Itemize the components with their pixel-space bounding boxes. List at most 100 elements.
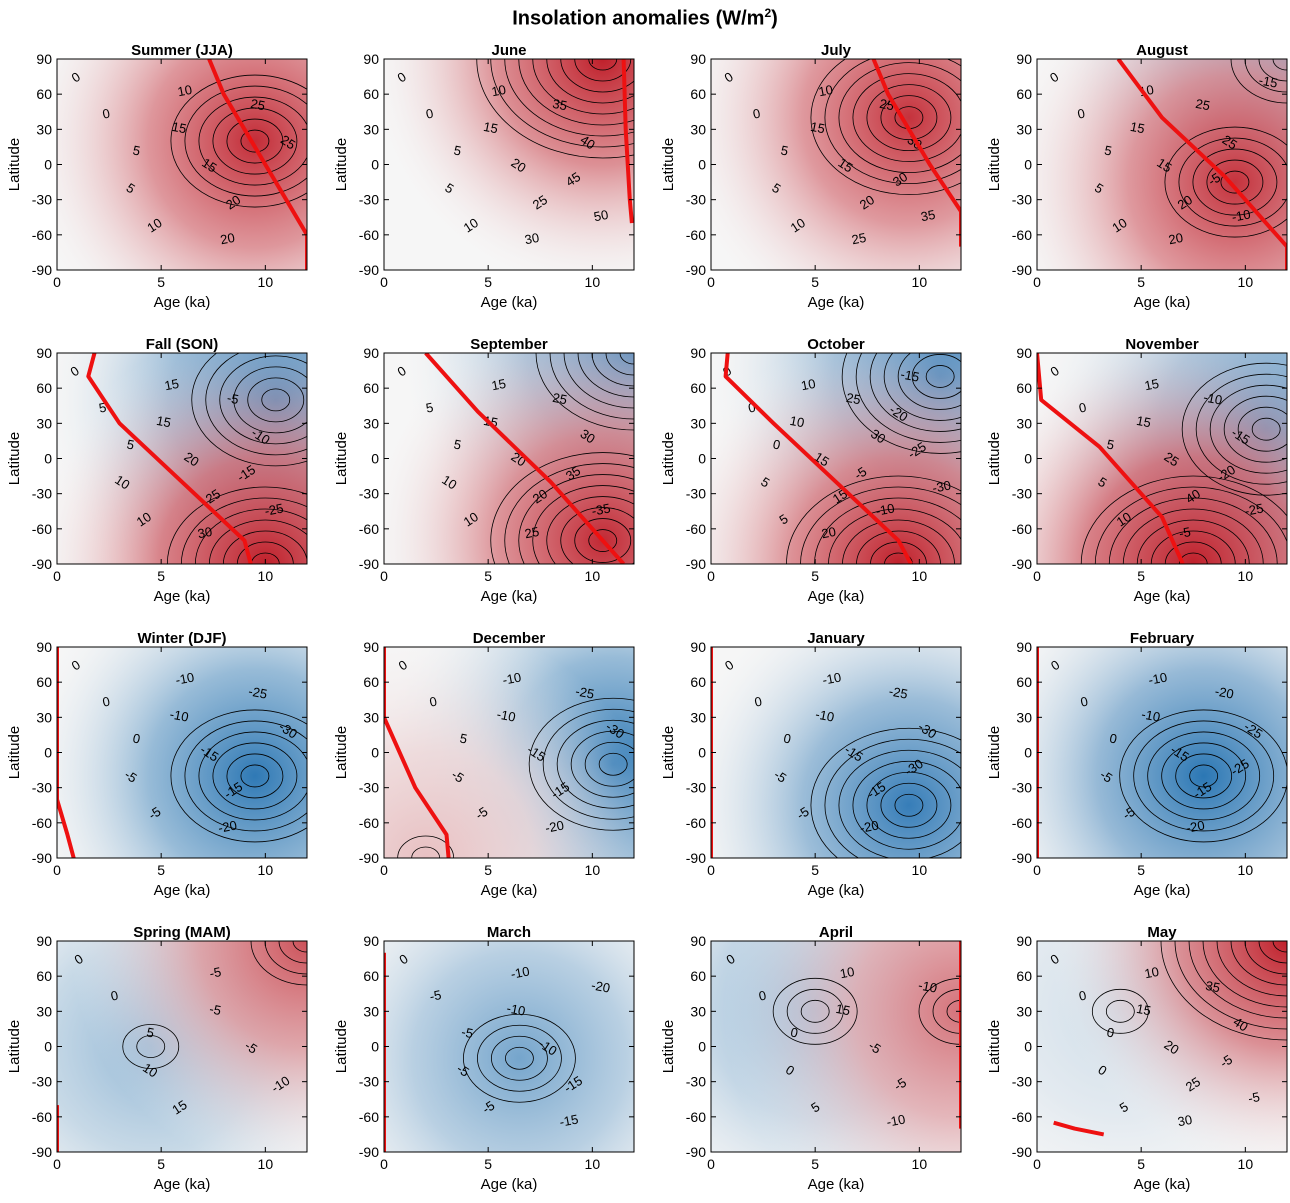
x-axis-label: Age (ka) (808, 1176, 865, 1193)
contour-label: 0 (101, 694, 111, 710)
contour-line (556, 719, 634, 809)
y-tick-label: 60 (363, 674, 379, 690)
x-tick-label: 0 (53, 274, 61, 290)
x-tick-label: 10 (912, 1156, 928, 1172)
contour-line (1094, 486, 1287, 564)
contour-line (397, 835, 455, 858)
contour-label: -5 (1178, 524, 1192, 541)
y-tick-label: 0 (1024, 745, 1032, 761)
panel-december: 005-5-5-10-10-15-15-20-25-30-90-60-30030… (333, 630, 635, 899)
maximum-locus-line (207, 59, 307, 270)
contour-line (1147, 731, 1261, 821)
x-tick-label: 0 (53, 568, 61, 584)
y-axis-label: Latitude (986, 1020, 1003, 1073)
contour-label: -30 (931, 477, 952, 495)
y-tick-label: -30 (1012, 192, 1032, 208)
contour-label: 0 (1079, 694, 1089, 710)
contour-line (1220, 170, 1250, 194)
y-tick-label: 60 (690, 674, 706, 690)
y-tick-label: -60 (32, 227, 52, 243)
y-axis-label: Latitude (986, 432, 1003, 485)
panel-title: May (1147, 924, 1177, 941)
contour-line (194, 508, 307, 564)
contour-label: -10 (1140, 706, 1161, 724)
contour-label: 0 (752, 106, 762, 122)
x-tick-label: 10 (585, 568, 601, 584)
y-tick-label: -30 (1012, 486, 1032, 502)
contour-line (918, 977, 961, 1045)
contour-line (911, 354, 961, 399)
contour-line (1181, 362, 1287, 496)
y-tick-label: -30 (1012, 780, 1032, 796)
y-tick-label: 30 (690, 121, 706, 137)
contour-line (490, 452, 634, 564)
contour-label: 10 (461, 509, 481, 529)
x-tick-label: 5 (811, 274, 819, 290)
contour-label: -5 (1247, 1089, 1261, 1106)
contour-lines (810, 727, 961, 858)
panel-title: Winter (DJF) (137, 630, 226, 647)
contour-line (532, 59, 634, 115)
y-tick-label: -60 (686, 227, 706, 243)
contour-label: 10 (1143, 964, 1160, 981)
contour-label: -15 (558, 1111, 579, 1129)
x-tick-label: 5 (157, 274, 165, 290)
y-tick-label: 30 (1016, 709, 1032, 725)
maximum-locus-line (1037, 353, 1185, 564)
x-tick-label: 0 (1033, 274, 1041, 290)
contour-line (814, 497, 961, 564)
y-tick-label: -30 (686, 486, 706, 502)
contour-label: 10 (788, 215, 808, 235)
y-tick-label: -90 (32, 262, 52, 278)
contour-lines (122, 941, 307, 1069)
y-axis-label: Latitude (6, 726, 23, 779)
contour-line (477, 1024, 562, 1092)
contour-line (546, 59, 634, 104)
contour-label: 10 (1109, 215, 1129, 235)
x-tick-label: 10 (1238, 1156, 1254, 1172)
contour-line (240, 764, 270, 788)
y-tick-label: 60 (1016, 968, 1032, 984)
contour-labels: 000-5-5-10-10-15-15-20-20-25-25 (1048, 657, 1265, 836)
contour-label: -5 (428, 987, 442, 1004)
y-tick-label: 60 (1016, 86, 1032, 102)
contour-line (786, 988, 844, 1034)
contour-line (838, 749, 961, 858)
contour-label: -15 (1258, 72, 1279, 90)
contour-line (842, 519, 955, 564)
contour-line (222, 530, 307, 564)
contour-label: 10 (1114, 509, 1134, 529)
peak-field (384, 647, 634, 858)
y-tick-label: 30 (363, 709, 379, 725)
contour-lines (1119, 709, 1287, 843)
contour-label: 30 (196, 524, 213, 541)
y-tick-label: 60 (1016, 674, 1032, 690)
contour-label: 15 (1135, 1001, 1152, 1018)
y-axis-label: Latitude (986, 138, 1003, 191)
x-tick-label: 5 (1137, 1156, 1145, 1172)
contour-line (866, 771, 952, 839)
contour-label: 20 (1167, 230, 1184, 247)
x-tick-label: 5 (484, 1156, 492, 1172)
y-tick-label: 60 (690, 968, 706, 984)
contour-label: -20 (590, 977, 611, 995)
x-tick-label: 0 (1033, 568, 1041, 584)
y-tick-label: 60 (363, 968, 379, 984)
panel-february: 000-5-5-10-10-15-15-20-20-25-25-90-60-30… (986, 630, 1288, 899)
contour-line (588, 59, 618, 71)
contour-line (1108, 497, 1278, 564)
contour-lines (1164, 59, 1287, 238)
figure-title-text: Insolation anomalies (W/m (512, 7, 765, 30)
y-tick-label: -90 (359, 1144, 379, 1160)
panel-july: 005510101515202525303035-90-60-300306090… (660, 42, 962, 311)
y-axis-label: Latitude (660, 726, 677, 779)
y-tick-label: -30 (32, 192, 52, 208)
contour-line (476, 59, 634, 159)
contour-label: 10 (461, 215, 481, 235)
y-tick-label: -30 (32, 1074, 52, 1090)
contour-label: 0 (1076, 106, 1086, 122)
y-tick-label: -90 (32, 1144, 52, 1160)
contour-label: -25 (574, 683, 595, 701)
y-tick-label: 30 (1016, 1003, 1032, 1019)
contour-line (824, 59, 961, 184)
